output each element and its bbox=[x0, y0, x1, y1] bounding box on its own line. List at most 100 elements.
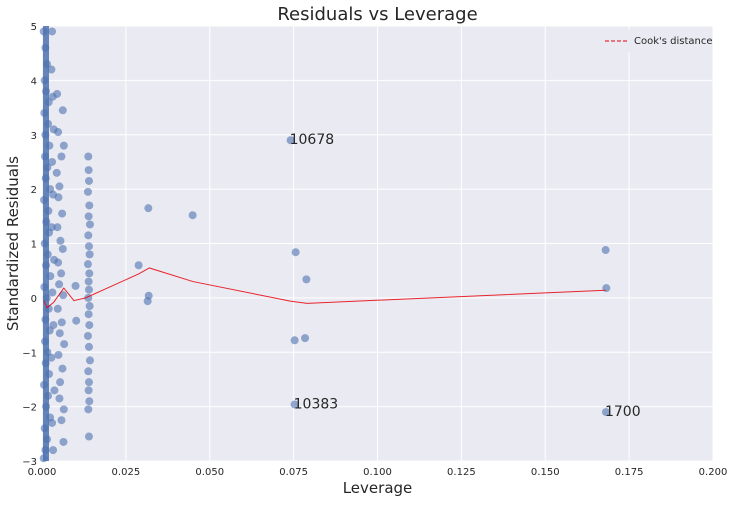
x-tick-label: 0.025 bbox=[112, 467, 141, 478]
data-point bbox=[71, 281, 80, 290]
y-tick-label: 5 bbox=[31, 22, 37, 33]
data-point bbox=[134, 261, 143, 270]
x-tick-label: 0.175 bbox=[615, 467, 644, 478]
data-point bbox=[54, 350, 63, 359]
data-point bbox=[85, 321, 94, 330]
x-tick-label: 0.100 bbox=[363, 467, 392, 478]
chart-title: Residuals vs Leverage bbox=[277, 4, 477, 25]
y-tick-label: −1 bbox=[22, 348, 37, 359]
data-point bbox=[58, 244, 67, 253]
data-point bbox=[84, 277, 93, 286]
data-point bbox=[84, 386, 93, 395]
data-point bbox=[84, 242, 93, 251]
data-point bbox=[601, 246, 610, 255]
y-tick-label: 3 bbox=[31, 131, 37, 142]
data-point bbox=[47, 65, 56, 74]
data-point bbox=[54, 258, 63, 267]
annotation-label: 10678 bbox=[290, 132, 335, 148]
data-point bbox=[85, 201, 94, 210]
data-point bbox=[84, 310, 93, 319]
data-point bbox=[57, 152, 66, 161]
data-point bbox=[83, 260, 92, 269]
data-point bbox=[84, 378, 93, 387]
data-point bbox=[85, 250, 94, 259]
data-point bbox=[53, 223, 62, 232]
y-tick-label: 1 bbox=[31, 240, 37, 251]
cooks-distance-line bbox=[43, 267, 606, 309]
data-point bbox=[290, 336, 299, 345]
data-point bbox=[84, 367, 93, 376]
annotation-label: 1700 bbox=[605, 404, 641, 420]
data-point bbox=[59, 291, 68, 300]
data-point bbox=[47, 223, 56, 232]
data-point bbox=[143, 297, 152, 306]
data-point bbox=[56, 378, 65, 387]
data-point bbox=[85, 356, 94, 365]
data-point bbox=[84, 152, 93, 161]
data-point bbox=[48, 157, 57, 166]
data-point bbox=[84, 342, 93, 351]
data-point bbox=[60, 340, 69, 349]
x-tick-label: 0.200 bbox=[699, 467, 728, 478]
y-tick-label: −2 bbox=[22, 403, 37, 414]
point-annotations: 10678 10383 1700 bbox=[290, 132, 641, 420]
data-point bbox=[84, 212, 93, 221]
data-point bbox=[290, 400, 299, 409]
data-point bbox=[48, 27, 57, 36]
data-point bbox=[57, 269, 66, 278]
data-point bbox=[291, 248, 300, 257]
data-point bbox=[49, 321, 58, 330]
data-point bbox=[72, 316, 81, 325]
data-point bbox=[52, 168, 61, 177]
data-point bbox=[302, 275, 311, 284]
data-point bbox=[83, 331, 92, 340]
data-point bbox=[47, 353, 56, 362]
data-point bbox=[84, 285, 93, 294]
y-axis-label: Standardized Residuals bbox=[4, 156, 22, 331]
data-point bbox=[48, 418, 57, 427]
data-point bbox=[58, 364, 67, 373]
legend-label-cooks-distance: Cook's distance bbox=[634, 36, 713, 47]
data-point bbox=[602, 284, 611, 293]
data-point bbox=[83, 187, 92, 196]
x-tick-label: 0.000 bbox=[28, 467, 57, 478]
data-point bbox=[188, 211, 197, 220]
y-tick-label: 2 bbox=[31, 185, 37, 196]
legend: Cook's distance bbox=[598, 30, 713, 52]
data-point bbox=[55, 394, 64, 403]
data-point bbox=[301, 334, 310, 343]
data-point bbox=[55, 329, 64, 338]
legend-box bbox=[598, 30, 708, 52]
data-point bbox=[56, 236, 65, 245]
annotation-label: 10383 bbox=[294, 396, 339, 412]
data-point bbox=[54, 193, 63, 202]
data-point bbox=[85, 269, 94, 278]
x-tick-label: 0.075 bbox=[279, 467, 308, 478]
data-point bbox=[57, 416, 66, 425]
data-point bbox=[84, 405, 93, 414]
data-point bbox=[55, 182, 64, 191]
data-point bbox=[57, 318, 66, 327]
data-point bbox=[53, 304, 62, 313]
data-point bbox=[59, 141, 68, 150]
data-point bbox=[59, 437, 68, 446]
y-tick-label: −3 bbox=[22, 457, 37, 468]
grid-lines bbox=[41, 25, 714, 462]
data-point bbox=[49, 446, 58, 455]
data-point bbox=[53, 89, 62, 98]
data-point bbox=[286, 136, 295, 145]
data-point bbox=[84, 231, 93, 240]
x-tick-label: 0.125 bbox=[447, 467, 476, 478]
data-point bbox=[58, 209, 67, 218]
data-point bbox=[84, 166, 93, 175]
data-point bbox=[85, 220, 94, 229]
data-point bbox=[54, 128, 63, 137]
axis-ticks: 0.000 0.025 0.050 0.075 0.100 0.125 0.150 0.175… bbox=[22, 22, 727, 478]
x-tick-label: 0.150 bbox=[531, 467, 560, 478]
data-point bbox=[59, 405, 68, 414]
data-point bbox=[50, 386, 59, 395]
y-tick-label: 4 bbox=[31, 76, 37, 87]
data-point bbox=[48, 288, 57, 297]
